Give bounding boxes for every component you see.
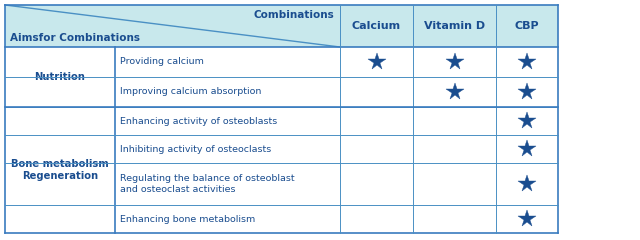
Text: Providing calcium: Providing calcium [120, 58, 204, 66]
Bar [5, 107, 558, 135]
Bar [5, 205, 558, 233]
Text: Regulating the balance of osteoblast
and osteoclast activities: Regulating the balance of osteoblast and… [120, 174, 294, 194]
Bar [5, 77, 558, 107]
Text: Bone metabolism
Regeneration: Bone metabolism Regeneration [11, 159, 109, 181]
Text: Improving calcium absorption: Improving calcium absorption [120, 88, 261, 96]
Text: Combinations: Combinations [253, 10, 334, 20]
Text: Enhancing activity of osteoblasts: Enhancing activity of osteoblasts [120, 116, 277, 126]
Text: Enhancing bone metabolism: Enhancing bone metabolism [120, 215, 255, 223]
Text: Nutrition: Nutrition [35, 72, 85, 82]
Text: Calcium: Calcium [352, 21, 401, 31]
Text: CBP: CBP [515, 21, 540, 31]
Text: Inhibiting activity of osteoclasts: Inhibiting activity of osteoclasts [120, 144, 271, 154]
Text: Vitamin D: Vitamin D [424, 21, 485, 31]
Bar [5, 47, 558, 77]
Text: Aimsfor Combinations: Aimsfor Combinations [10, 33, 140, 43]
Bar [5, 135, 558, 163]
Bar [5, 5, 558, 47]
Bar [5, 163, 558, 205]
